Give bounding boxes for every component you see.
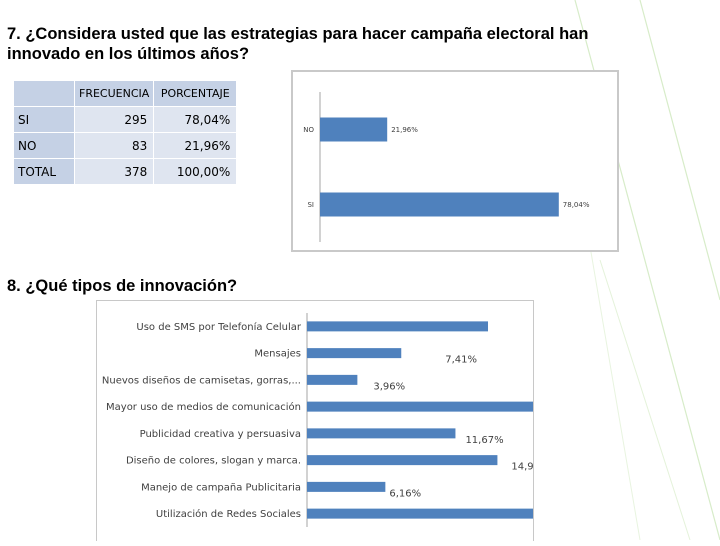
category-label: SI bbox=[307, 201, 314, 209]
column-header-frecuencia: FRECUENCIA bbox=[73, 80, 155, 107]
question-8-title: 8. ¿Qué tipos de innovación? bbox=[7, 277, 238, 295]
bar bbox=[307, 374, 358, 385]
table-row: SI 295 78,04% bbox=[13, 106, 238, 133]
category-label: Uso de SMS por Telefonía Celular bbox=[136, 321, 301, 333]
frecuencia-cell: 295 bbox=[73, 106, 155, 133]
bar bbox=[307, 508, 603, 519]
table-header-row: FRECUENCIA PORCENTAJE bbox=[13, 80, 238, 107]
category-label: Nuevos diseños de camisetas, gorras,... bbox=[102, 375, 301, 386]
frequency-table: FRECUENCIA PORCENTAJE SI 295 78,04% NO 8… bbox=[13, 80, 238, 185]
data-label: 14,97% bbox=[511, 462, 533, 473]
bar bbox=[307, 321, 489, 332]
porcentaje-cell: 78,04% bbox=[153, 106, 238, 133]
row-label: SI bbox=[13, 106, 75, 133]
data-label: 3,96% bbox=[373, 381, 405, 392]
category-label: NO bbox=[303, 126, 314, 134]
bar bbox=[307, 455, 498, 466]
bar bbox=[307, 348, 402, 359]
data-label: 21,96% bbox=[391, 126, 418, 134]
category-label: Mensajes bbox=[254, 349, 301, 360]
bar bbox=[307, 401, 541, 412]
data-label: 78,04% bbox=[563, 201, 590, 209]
chart-innovation-types: Uso de SMS por Telefonía Celular14,23%Me… bbox=[96, 300, 634, 541]
bar bbox=[320, 192, 559, 217]
category-label: Utilización de Redes Sociales bbox=[156, 508, 301, 520]
porcentaje-cell: 21,96% bbox=[153, 132, 238, 159]
table-row: NO 83 21,96% bbox=[13, 132, 238, 159]
porcentaje-cell: 100,00% bbox=[153, 158, 238, 185]
category-label: Publicidad creativa y persuasiva bbox=[140, 429, 301, 440]
category-label: Diseño de colores, slogan y marca. bbox=[126, 456, 301, 467]
frecuencia-cell: 378 bbox=[73, 158, 155, 185]
data-label: 11,67% bbox=[465, 435, 503, 446]
row-label: NO bbox=[13, 132, 75, 159]
column-header-porcentaje: PORCENTAJE bbox=[153, 80, 238, 107]
data-label: 6,16% bbox=[389, 488, 421, 499]
row-label: TOTAL bbox=[13, 158, 75, 185]
frecuencia-cell: 83 bbox=[73, 132, 155, 159]
bar bbox=[307, 481, 386, 492]
question-7-title: 7. ¿Considera usted que las estrategias … bbox=[7, 25, 589, 63]
category-label: Mayor uso de medios de comunicación bbox=[106, 401, 301, 413]
table-row: TOTAL 378 100,00% bbox=[13, 158, 238, 185]
chart-1-svg: NO 21,96% SI 78,04% bbox=[303, 92, 590, 242]
table-corner-cell bbox=[13, 80, 75, 107]
bar bbox=[307, 428, 456, 439]
category-label: Manejo de campaña Publicitaria bbox=[141, 482, 301, 493]
chart-2-svg: Uso de SMS por Telefonía Celular14,23%Me… bbox=[102, 313, 634, 527]
data-label: 7,41% bbox=[445, 355, 477, 366]
chart-innovation-yes-no: NO 21,96% SI 78,04% bbox=[291, 70, 619, 252]
bar bbox=[320, 117, 388, 142]
